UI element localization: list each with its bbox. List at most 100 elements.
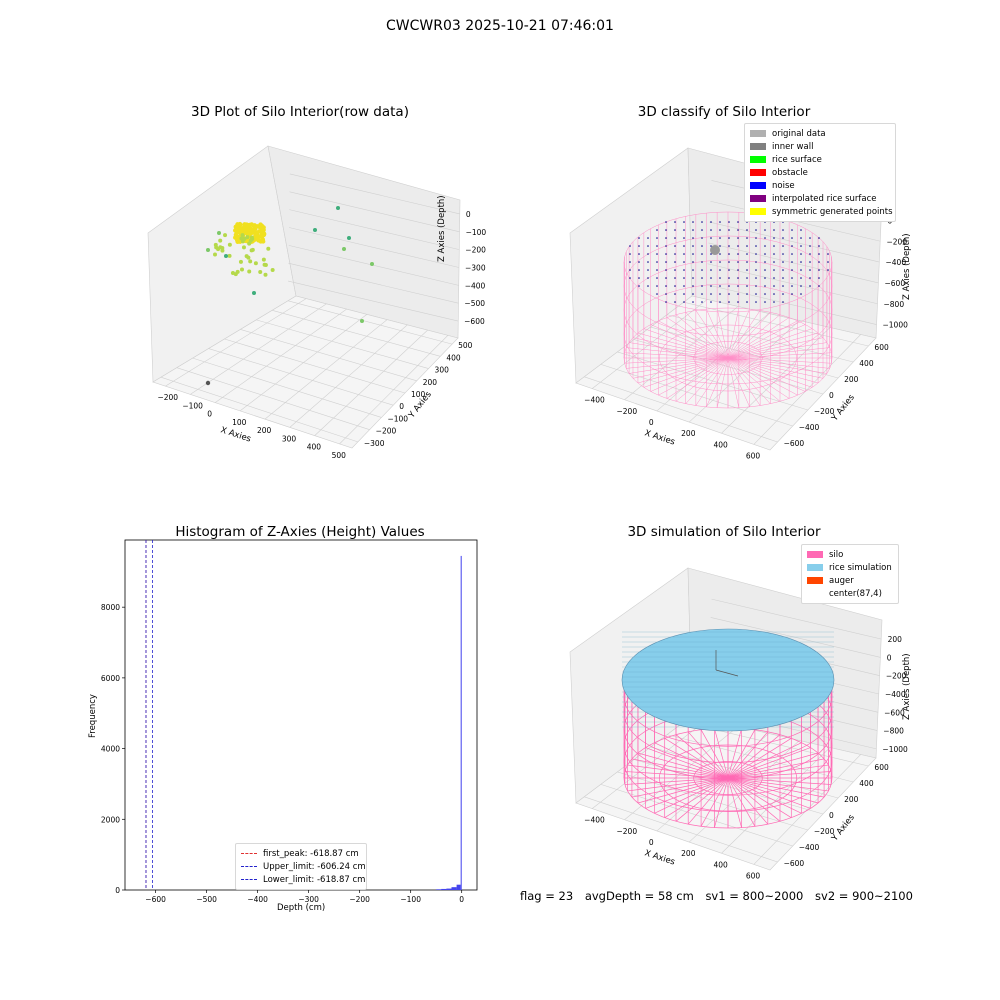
z-tick-label: −100 (466, 228, 487, 237)
interp-point (737, 293, 739, 295)
interp-point (674, 277, 676, 279)
legend-item: auger (807, 574, 893, 587)
interp-point (674, 237, 676, 239)
y-tick-label: 500 (458, 341, 473, 350)
silo-ring (623, 259, 833, 361)
interp-point (764, 293, 766, 295)
x-tick-label: 0 (649, 418, 654, 427)
raw-point (313, 228, 317, 232)
interp-point (782, 237, 784, 239)
silo-floor-spoke (645, 747, 729, 779)
silo-floor-spoke (727, 317, 790, 359)
interp-point (710, 261, 712, 263)
interp-point (656, 285, 658, 287)
x-tick-label: 500 (332, 451, 347, 460)
silo-floor-ring (693, 341, 763, 375)
legend-label: original data (772, 128, 826, 139)
silo-ring (623, 307, 833, 409)
interp-point (710, 277, 712, 279)
interp-point (674, 293, 676, 295)
silo-ring (623, 211, 833, 313)
y-tick-label: 200 (844, 375, 859, 384)
silo-floor-spoke (624, 357, 729, 364)
interp-point (737, 301, 739, 303)
y-tick-label: −400 (799, 423, 820, 432)
raw-point (240, 233, 245, 238)
interp-point (782, 229, 784, 231)
raw-point (342, 247, 346, 251)
legend-item: first_peak: -618.87 cm (241, 847, 361, 860)
panel3-xlabel: Depth (cm) (277, 903, 326, 913)
interp-point (647, 237, 649, 239)
raw-point (250, 247, 255, 252)
silo-floor-spoke (666, 357, 729, 399)
raw-point (230, 270, 235, 275)
interp-point (791, 261, 793, 263)
interp-point (818, 269, 820, 271)
silo-floor-spoke (727, 357, 771, 404)
silo-floor-spoke (727, 347, 830, 359)
silo-floor-spoke (727, 357, 819, 384)
raw-point (238, 259, 243, 264)
legend-label: Lower_limit: -618.87 cm (263, 874, 366, 885)
raw-point (244, 254, 249, 259)
interp-point (773, 269, 775, 271)
interp-point (692, 293, 694, 295)
interp-point (827, 253, 829, 255)
z-tick-label: −1000 (882, 745, 908, 754)
silo-floor-spoke (727, 729, 756, 779)
interp-point (827, 261, 829, 263)
interp-point (656, 293, 658, 295)
silo-floor-spoke (714, 728, 729, 779)
silo-floor-spoke (727, 728, 742, 779)
interp-point (683, 269, 685, 271)
silo-floor-spoke (727, 357, 830, 369)
legend-swatch (807, 577, 823, 584)
silo-floor-spoke (714, 777, 729, 828)
interp-point (683, 301, 685, 303)
silo-ring (623, 235, 833, 337)
interp-point (656, 253, 658, 255)
interp-point (692, 237, 694, 239)
silo-floor-spoke (695, 310, 729, 359)
legend-item: obstacle (750, 166, 890, 179)
silo-floor-spoke (727, 308, 740, 359)
interp-point (719, 269, 721, 271)
interp-point (701, 285, 703, 287)
y-tick-label: 400 (859, 779, 874, 788)
x-tick-label: 0 (459, 895, 464, 904)
interp-point (800, 261, 802, 263)
raw-point (239, 267, 244, 272)
y-tick-label: 0 (115, 886, 120, 895)
interp-point (719, 253, 721, 255)
silo-floor-spoke (727, 764, 829, 779)
legend-label: Upper_limit: -606.24 cm (263, 861, 366, 872)
silo-floor-spoke (643, 328, 729, 359)
sv2-value: sv2 = 900~2100 (815, 889, 913, 903)
interp-point (764, 237, 766, 239)
interp-point (737, 261, 739, 263)
raw-point (224, 254, 228, 258)
raw-point (347, 236, 351, 240)
silo-floor-spoke (687, 777, 729, 825)
silo-floor-spoke (666, 317, 729, 359)
legend-label: first_peak: -618.87 cm (263, 848, 359, 859)
silo-floor-spoke (727, 777, 781, 822)
y-tick-label: 0 (829, 811, 834, 820)
silo-floor-spoke (629, 357, 729, 374)
interp-point (692, 285, 694, 287)
silo-floor-spoke (727, 771, 832, 779)
interp-point (737, 229, 739, 231)
silo-floor-spoke (675, 314, 729, 359)
y-tick-label: 8000 (101, 603, 120, 612)
interp-point (782, 269, 784, 271)
interp-point (746, 277, 748, 279)
interp-point (782, 301, 784, 303)
interp-point (818, 261, 820, 263)
interp-point (719, 285, 721, 287)
silo-floor-spoke (727, 357, 790, 399)
legend-swatch (750, 208, 766, 215)
x-tick-label: −400 (247, 895, 268, 904)
raw-point (253, 224, 258, 230)
x-tick-label: 300 (282, 434, 297, 443)
